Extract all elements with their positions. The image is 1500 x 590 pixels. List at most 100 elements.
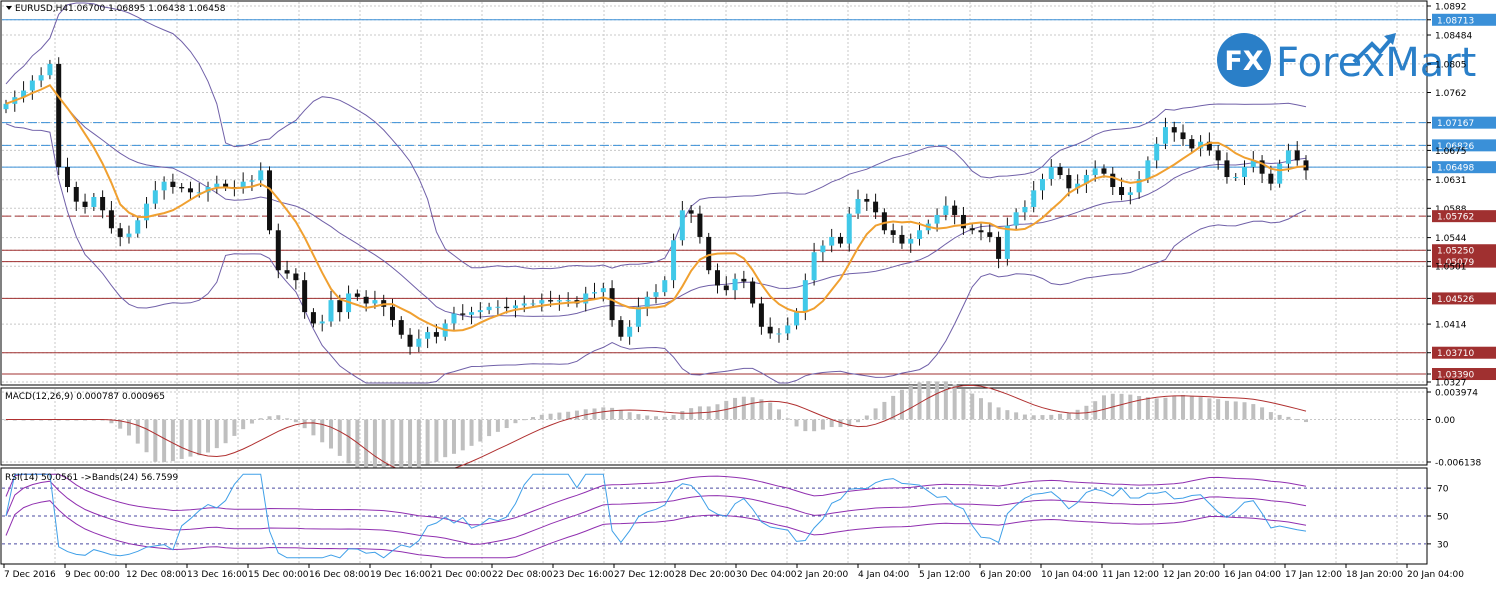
price-label: 1.06826 bbox=[1437, 142, 1474, 152]
macd-bar bbox=[943, 381, 948, 420]
candle-body bbox=[319, 321, 325, 324]
macd-bar bbox=[1172, 395, 1177, 420]
candle-body bbox=[249, 180, 255, 182]
candle-body bbox=[187, 188, 193, 193]
macd-bar bbox=[285, 418, 290, 420]
macd-bar bbox=[1005, 410, 1010, 420]
price-label-box bbox=[1432, 139, 1496, 152]
macd-bar bbox=[249, 419, 254, 424]
bollinger-lower bbox=[5, 123, 1307, 384]
macd-bar bbox=[662, 416, 667, 420]
macd-bar bbox=[891, 395, 896, 420]
macd-bar bbox=[601, 407, 606, 420]
macd-axis: 0.003974 0.00 -0.006138 bbox=[1427, 389, 1481, 469]
macd-bar bbox=[416, 419, 421, 470]
price-label: 1.05079 bbox=[1437, 258, 1474, 268]
macd-bar bbox=[126, 419, 131, 436]
macd-signal-line bbox=[6, 384, 1307, 476]
macd-bar bbox=[785, 418, 790, 420]
macd-bar bbox=[908, 385, 913, 420]
macd-bar bbox=[776, 409, 781, 420]
macd-bar bbox=[100, 419, 105, 421]
macd-bar bbox=[1101, 395, 1106, 420]
macd-bar bbox=[847, 419, 852, 427]
price-tick-label: 1.0327 bbox=[1435, 379, 1467, 389]
price-tick-label: 1.0805 bbox=[1435, 60, 1467, 70]
rsi-tick-label: 50 bbox=[1437, 513, 1449, 523]
candle-body bbox=[776, 333, 782, 335]
bollinger-middle bbox=[5, 84, 1307, 318]
candle-body bbox=[337, 300, 343, 313]
macd-bar bbox=[1040, 415, 1045, 420]
candle-body bbox=[873, 201, 879, 213]
price-label-box bbox=[1432, 116, 1496, 129]
macd-bar bbox=[188, 419, 193, 457]
candle-body bbox=[451, 313, 457, 324]
candle-body bbox=[917, 230, 923, 239]
candle-body bbox=[179, 187, 185, 189]
candle-body bbox=[293, 273, 299, 281]
candle-body bbox=[433, 332, 439, 337]
macd-bar bbox=[1242, 402, 1247, 420]
bollinger-upper bbox=[5, 2, 1307, 270]
macd-bar bbox=[618, 409, 623, 420]
candle-body bbox=[1004, 225, 1010, 259]
candle-body bbox=[978, 230, 984, 233]
logo-arrow-head-icon bbox=[1384, 33, 1396, 45]
macd-bar bbox=[267, 416, 272, 420]
macd-bar bbox=[1233, 401, 1238, 420]
candle-body bbox=[223, 183, 229, 188]
macd-bar bbox=[970, 393, 975, 420]
candle-body bbox=[802, 280, 808, 313]
macd-bar bbox=[566, 411, 571, 420]
candle-body bbox=[723, 285, 729, 291]
candle-body bbox=[714, 270, 720, 286]
candle-body bbox=[618, 320, 624, 337]
macd-bar bbox=[917, 382, 922, 420]
candle-body bbox=[240, 181, 246, 189]
candle-body bbox=[469, 312, 475, 315]
macd-bar bbox=[899, 389, 904, 420]
macd-bar bbox=[671, 414, 676, 420]
candle-body bbox=[460, 313, 466, 315]
rsi-band-middle bbox=[5, 480, 1307, 545]
macd-bar bbox=[627, 412, 632, 420]
time-label: 7 Dec 2016 bbox=[4, 570, 56, 580]
candle-body bbox=[267, 170, 273, 231]
macd-bar bbox=[390, 419, 395, 479]
triangle-down-icon[interactable] bbox=[6, 6, 12, 10]
time-label: 4 Jan 04:00 bbox=[858, 570, 910, 580]
macd-bar bbox=[258, 418, 263, 420]
macd-bar bbox=[293, 419, 298, 423]
candle-body bbox=[890, 230, 896, 235]
candle-body bbox=[1101, 168, 1107, 174]
candle-body bbox=[837, 236, 843, 244]
candle-body bbox=[372, 300, 378, 304]
macd-bar bbox=[935, 381, 940, 420]
candle-body bbox=[1119, 187, 1125, 195]
candles bbox=[3, 57, 1309, 355]
header-ohlc: 1.06700 1.06895 1.06438 1.06458 bbox=[68, 4, 226, 14]
time-label: 21 Dec 00:00 bbox=[431, 570, 492, 580]
candle-body bbox=[697, 213, 703, 237]
candle-body bbox=[1215, 150, 1221, 161]
macd-bar bbox=[1260, 407, 1265, 420]
candle-body bbox=[1075, 183, 1081, 189]
price-label: 1.07167 bbox=[1437, 119, 1474, 129]
candle-body bbox=[425, 332, 431, 339]
macd-bar bbox=[1031, 415, 1036, 420]
candle-body bbox=[679, 210, 685, 241]
macd-bar bbox=[557, 412, 562, 420]
macd-bar bbox=[504, 419, 509, 429]
rsi-title: RSI(14) 50.0561 ->Bands(24) 56.7599 bbox=[5, 473, 178, 483]
candle-body bbox=[302, 280, 308, 313]
candle-body bbox=[855, 198, 861, 214]
candle-body bbox=[91, 196, 97, 207]
candle-body bbox=[21, 90, 27, 98]
macd-bar bbox=[91, 419, 96, 421]
macd-bar bbox=[548, 413, 553, 420]
candle-body bbox=[29, 80, 35, 91]
price-label-box bbox=[1432, 210, 1496, 223]
price-tick-label: 1.0892 bbox=[1435, 3, 1467, 13]
